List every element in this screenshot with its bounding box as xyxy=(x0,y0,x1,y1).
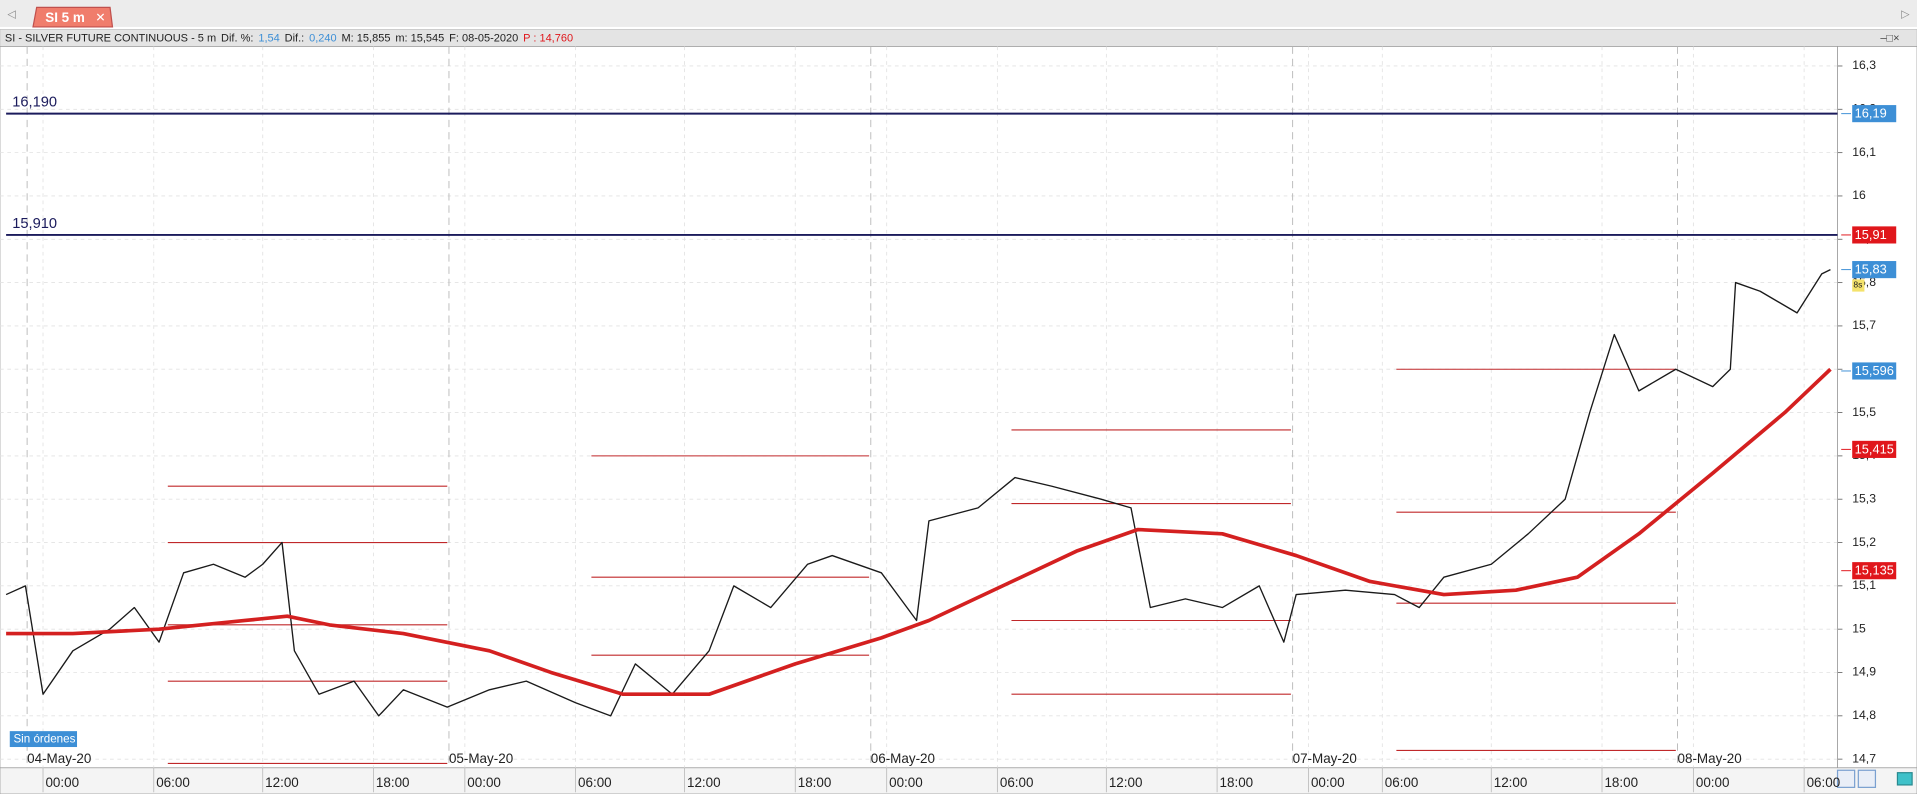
date-label: 05-May-20 xyxy=(449,751,513,766)
x-tick-label: 12:00 xyxy=(1109,775,1143,790)
y-tick-label: 15,1 xyxy=(1852,578,1876,592)
y-tick-label: 14,9 xyxy=(1852,665,1876,679)
price-tag xyxy=(1852,562,1897,580)
header-instrument: SI - SILVER FUTURE CONTINUOUS - 5 m xyxy=(5,32,216,44)
x-tick-label: 12:00 xyxy=(265,775,299,790)
price-tag-label: 15,135 xyxy=(1855,563,1894,578)
price-tag-label: 15,415 xyxy=(1855,441,1894,456)
x-tick-label: 06:00 xyxy=(1385,775,1419,790)
y-tick-label: 16,3 xyxy=(1852,58,1876,72)
timer-box xyxy=(1852,279,1865,292)
x-tick-label: 00:00 xyxy=(467,775,501,790)
y-tick-label: 15,7 xyxy=(1852,318,1876,332)
x-tick-label: 06:00 xyxy=(156,775,190,790)
save-button[interactable] xyxy=(1857,769,1877,788)
x-tick-label: 00:00 xyxy=(889,775,923,790)
price-tag xyxy=(1852,440,1897,458)
y-tick-label: 16,1 xyxy=(1852,145,1876,159)
header-date: F: 08-05-2020 xyxy=(449,32,518,44)
header-dif-pct-label: Dif. %: xyxy=(221,32,253,44)
price-axis xyxy=(1837,46,1917,769)
y-tick-label: 16 xyxy=(1852,188,1866,202)
x-tick-label: 18:00 xyxy=(1604,775,1638,790)
x-tick-label: 12:00 xyxy=(1494,775,1528,790)
date-label: 06-May-20 xyxy=(871,751,935,766)
price-tag-label: 15,91 xyxy=(1855,227,1887,242)
price-tag xyxy=(1852,261,1897,279)
y-tick-label: 14,7 xyxy=(1852,751,1876,765)
x-tick-label: 18:00 xyxy=(1220,775,1254,790)
orders-badge-label: Sin órdenes xyxy=(13,733,75,746)
price-line xyxy=(5,269,1831,717)
time-axis xyxy=(0,767,1917,794)
tool-button[interactable] xyxy=(1836,769,1856,788)
y-tick-label: 15,5 xyxy=(1852,405,1876,419)
ref-line-label: 16,190 xyxy=(12,95,57,111)
moving-average-line xyxy=(6,367,1832,697)
x-tick-label: 00:00 xyxy=(45,775,79,790)
header-min: m: 15,545 xyxy=(395,32,444,44)
timer-label: 8s xyxy=(1853,280,1862,290)
x-tick-label: 00:00 xyxy=(1311,775,1345,790)
x-tick-label: 06:00 xyxy=(1807,775,1841,790)
price-tag-label: 15,596 xyxy=(1855,363,1894,378)
orders-badge xyxy=(9,731,78,748)
window-buttons[interactable]: –□× xyxy=(1880,32,1899,44)
tab-scroll-right[interactable]: ▷ xyxy=(1901,9,1910,21)
y-tick-label: 15 xyxy=(1852,621,1866,635)
header-dif-pct: 1,54 xyxy=(258,32,279,44)
date-label: 08-May-20 xyxy=(1678,751,1742,766)
tab-scroll-left[interactable]: ◁ xyxy=(7,9,16,21)
x-tick-label: 18:00 xyxy=(376,775,410,790)
header-text: SI - SILVER FUTURE CONTINUOUS - 5 m Dif. … xyxy=(5,32,573,44)
tab[interactable] xyxy=(32,6,114,28)
date-label: 04-May-20 xyxy=(27,751,91,766)
x-tick-label: 18:00 xyxy=(798,775,832,790)
ref-line-label: 15,910 xyxy=(12,216,57,232)
tab-bar xyxy=(0,0,1917,27)
price-tag-label: 15,83 xyxy=(1855,262,1887,277)
tab-close[interactable]: ✕ xyxy=(95,11,105,25)
y-tick-label: 14,8 xyxy=(1852,708,1876,722)
tab-label[interactable]: SI 5 m xyxy=(45,10,85,25)
y-tick-label: 15,2 xyxy=(1852,535,1876,549)
x-tick-label: 06:00 xyxy=(1000,775,1034,790)
plot-area xyxy=(0,46,1838,769)
date-label: 07-May-20 xyxy=(1293,751,1357,766)
price-tag xyxy=(1852,226,1897,244)
price-tag-label: 16,19 xyxy=(1855,106,1887,121)
x-tick-label: 00:00 xyxy=(1696,775,1730,790)
header-max: M: 15,855 xyxy=(342,32,391,44)
price-tag xyxy=(1852,105,1897,123)
x-tick-label: 12:00 xyxy=(687,775,721,790)
header-dif: 0,240 xyxy=(309,32,337,44)
price-tag xyxy=(1852,362,1897,380)
x-tick-label: 06:00 xyxy=(578,775,612,790)
view-button[interactable] xyxy=(1896,772,1913,786)
header-dif-label: Dif.: xyxy=(285,32,305,44)
header-prev: P : 14,760 xyxy=(523,32,573,44)
y-tick-label: 15,3 xyxy=(1852,491,1876,505)
